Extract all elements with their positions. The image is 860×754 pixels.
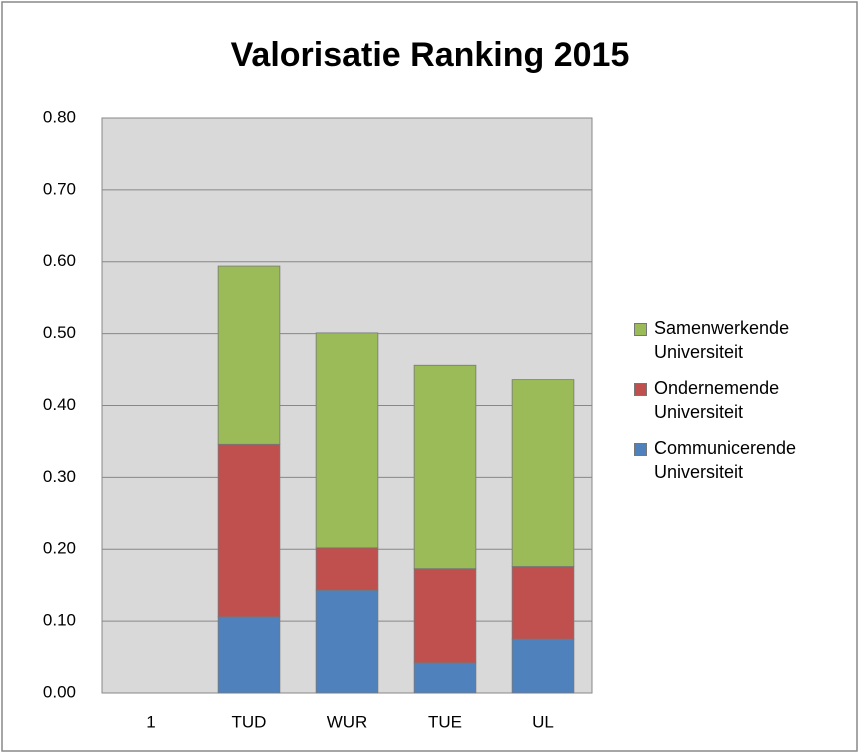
legend-swatch [634,323,647,336]
legend: Samenwerkende Universiteit Ondernemende U… [634,316,834,496]
x-tick-label: 1 [146,712,155,731]
bar-segment [413,364,477,570]
bar-segment [217,616,281,694]
legend-label: Communicerende Universiteit [654,438,797,482]
y-tick-label: 0.60 [43,251,76,270]
bar-segment [315,547,379,591]
x-tick-label: TUD [232,712,267,731]
legend-swatch [634,443,647,456]
y-tick-label: 0.00 [43,682,76,701]
legend-item: Samenwerkende Universiteit [634,316,834,364]
bar-segment [511,566,575,640]
bar-segment [315,332,379,549]
y-tick-label: 0.80 [43,107,76,126]
legend-item: Communicerende Universiteit [634,436,834,484]
chart-title: Valorisatie Ranking 2015 [231,36,630,74]
legend-label: Ondernemende Universiteit [654,378,780,422]
x-tick-label: UL [532,712,554,731]
legend-item: Ondernemende Universiteit [634,376,834,424]
x-tick-label: WUR [327,712,368,731]
legend-label: Samenwerkende Universiteit [654,318,790,362]
y-tick-label: 0.20 [43,539,76,558]
y-tick-label: 0.30 [43,467,76,486]
bar-segment [217,443,281,618]
bar-segment [315,589,379,694]
bar-segment [511,638,575,694]
legend-swatch [634,383,647,396]
y-tick-label: 0.70 [43,179,76,198]
bar-segment [413,568,477,664]
bar-segment [413,662,477,694]
y-tick-label: 0.10 [43,611,76,630]
bar-segment [511,379,575,567]
x-tick-label: TUE [428,712,462,731]
y-tick-label: 0.50 [43,323,76,342]
y-tick-label: 0.40 [43,395,76,414]
bar-segment [217,265,281,445]
